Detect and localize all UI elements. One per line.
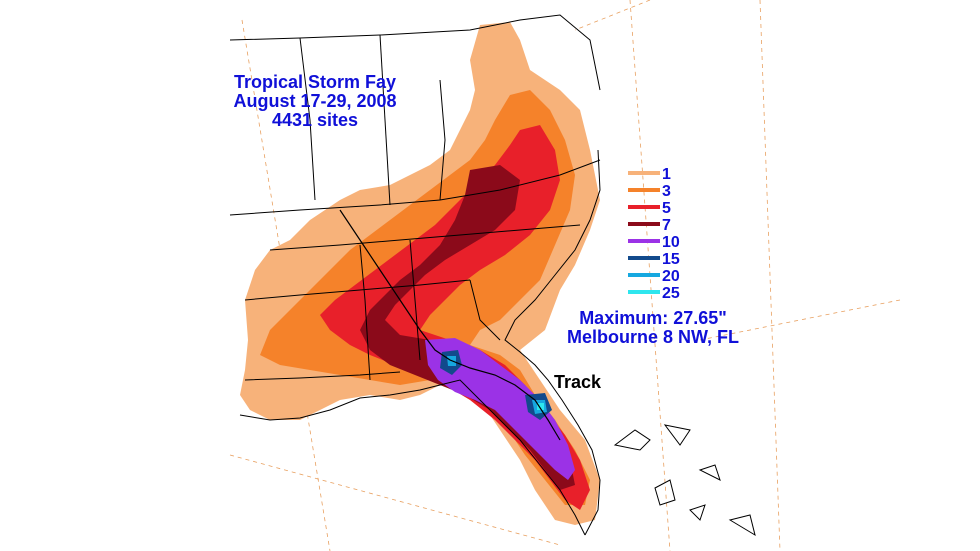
rainfall-shading bbox=[240, 22, 600, 525]
track-label: Track bbox=[554, 372, 602, 392]
rainfall-10-inch-area bbox=[425, 338, 575, 480]
maximum-annotation: Maximum: 27.65" Melbourne 8 NW, FL bbox=[567, 308, 739, 347]
legend-label: 20 bbox=[662, 268, 680, 285]
title-line-2: August 17-29, 2008 bbox=[233, 91, 396, 111]
legend-label: 1 bbox=[662, 166, 671, 183]
legend-label: 10 bbox=[662, 234, 680, 251]
maximum-value: Maximum: 27.65" bbox=[579, 308, 727, 328]
caribbean-islands bbox=[613, 424, 756, 537]
legend-label: 7 bbox=[662, 217, 671, 234]
legend-label: 5 bbox=[662, 200, 671, 217]
title-line-1: Tropical Storm Fay bbox=[234, 72, 396, 92]
legend-label: 25 bbox=[662, 285, 680, 302]
storm-track-line bbox=[339, 209, 561, 441]
legend-label: 15 bbox=[662, 251, 680, 268]
graticule bbox=[229, 0, 901, 551]
legend-label: 3 bbox=[662, 183, 671, 200]
state-boundaries bbox=[229, 14, 601, 536]
map-title: Tropical Storm Fay August 17-29, 2008 44… bbox=[233, 72, 396, 130]
title-line-3: 4431 sites bbox=[272, 110, 358, 130]
maximum-location: Melbourne 8 NW, FL bbox=[567, 327, 739, 347]
